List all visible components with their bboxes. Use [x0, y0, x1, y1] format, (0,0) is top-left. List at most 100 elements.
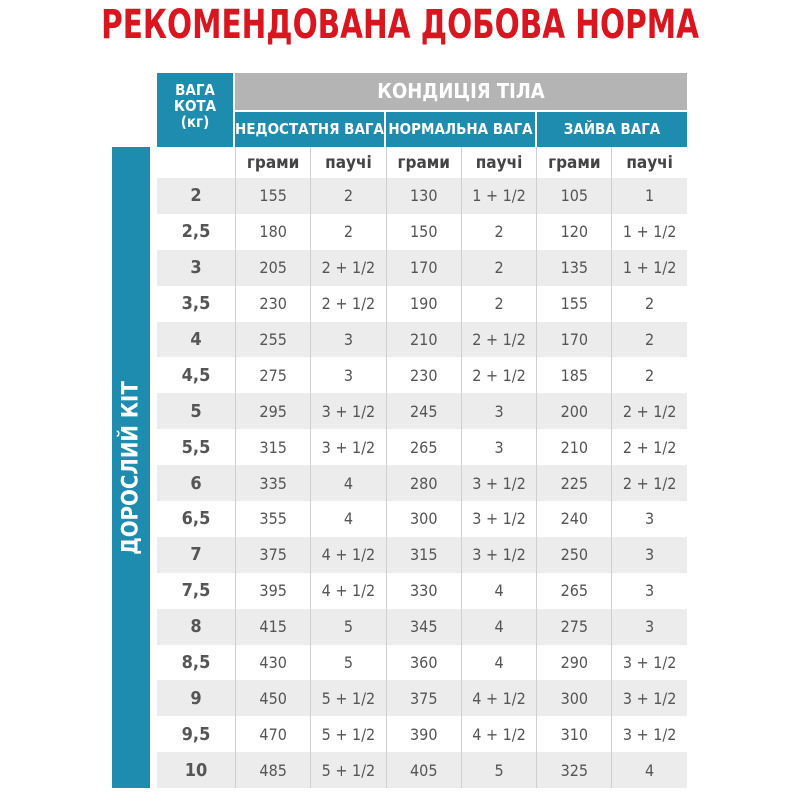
value-cell: 275 — [536, 608, 611, 645]
value-cell: 1 + 1/2 — [460, 178, 536, 214]
subheader-cell: грами — [235, 147, 310, 178]
value-cell: 170 — [385, 249, 461, 286]
weight-cell: 5 — [190, 400, 202, 422]
value-cell: 210 — [385, 321, 461, 358]
value-cell: 135 — [536, 249, 611, 286]
value-cell: 485 — [235, 752, 310, 789]
subheader-cell: грами — [385, 147, 461, 178]
value-cell: 330 — [385, 572, 461, 609]
value-cell: 4 + 1/2 — [310, 572, 385, 609]
value-cell: 255 — [235, 321, 310, 358]
weight-cell: 6 — [190, 472, 202, 494]
value-cell: 300 — [536, 680, 611, 717]
value-cell: 2 — [310, 178, 385, 214]
value-cell: 4 — [310, 501, 385, 537]
value-cell: 405 — [385, 752, 461, 789]
value-cell: 265 — [385, 429, 461, 466]
table-row: 4 255 3 210 2 + 1/2 170 2 — [157, 321, 687, 358]
feeding-table: грами паучі грами паучі грами паучі 2 155… — [157, 147, 687, 789]
value-cell: 1 + 1/2 — [611, 213, 686, 250]
value-cell: 155 — [235, 178, 310, 214]
value-cell: 105 — [536, 178, 611, 214]
table-row: 8,5 430 5 360 4 290 3 + 1/2 — [157, 644, 687, 681]
body-condition-header: КОНДИЦІЯ ТІЛА — [235, 73, 687, 110]
value-cell: 3 + 1/2 — [460, 536, 536, 573]
value-cell: 345 — [385, 608, 461, 645]
value-cell: 205 — [235, 249, 310, 286]
value-cell: 275 — [235, 357, 310, 394]
value-cell: 325 — [536, 752, 611, 789]
subheader-cell: грами — [536, 147, 611, 178]
value-cell: 3 — [611, 501, 686, 537]
value-cell: 3 + 1/2 — [611, 644, 686, 681]
weight-cell: 6,5 — [181, 508, 211, 530]
weight-cell: 4 — [190, 329, 202, 350]
weight-cell: 4,5 — [181, 364, 211, 386]
table-row: 7 375 4 + 1/2 315 3 + 1/2 250 3 — [157, 536, 687, 573]
value-cell: 360 — [385, 644, 461, 681]
value-cell: 295 — [235, 393, 310, 430]
value-cell: 2 — [460, 249, 536, 286]
value-cell: 315 — [235, 429, 310, 466]
value-cell: 3 + 1/2 — [460, 501, 536, 537]
value-cell: 3 — [460, 429, 536, 466]
value-cell: 180 — [235, 213, 310, 250]
value-cell: 2 — [460, 285, 536, 322]
value-cell: 150 — [385, 213, 461, 250]
table-row: 4,5 275 3 230 2 + 1/2 185 2 — [157, 357, 687, 394]
subheader-cell: паучі — [460, 147, 536, 178]
value-cell: 3 + 1/2 — [611, 716, 686, 753]
value-cell: 280 — [385, 465, 461, 502]
table-row: 9,5 470 5 + 1/2 390 4 + 1/2 310 3 + 1/2 — [157, 716, 687, 753]
weight-cell: 3 — [190, 257, 202, 279]
side-label-bar: ДОРОСЛИЙ КІТ — [112, 147, 150, 788]
value-cell: 430 — [235, 644, 310, 681]
table-row: 2,5 180 2 150 2 120 1 + 1/2 — [157, 213, 687, 250]
value-cell: 2 + 1/2 — [460, 357, 536, 394]
value-cell: 4 + 1/2 — [460, 680, 536, 717]
value-cell: 1 + 1/2 — [611, 249, 686, 286]
weight-cell: 5,5 — [181, 436, 211, 458]
page-title: РЕКОМЕНДОВАНА ДОБОВА НОРМА — [101, 2, 699, 48]
value-cell: 3 + 1/2 — [611, 680, 686, 717]
value-cell: 4 — [310, 465, 385, 502]
value-cell: 190 — [385, 285, 461, 322]
weight-cell: 2 — [190, 185, 202, 207]
value-cell: 1 — [611, 178, 686, 214]
value-cell: 375 — [235, 536, 310, 573]
table-row: 6 335 4 280 3 + 1/2 225 2 + 1/2 — [157, 465, 687, 502]
value-cell: 470 — [235, 716, 310, 753]
value-cell: 5 — [460, 752, 536, 789]
weight-cell: 7 — [190, 544, 202, 566]
value-cell: 5 — [310, 644, 385, 681]
value-cell: 315 — [385, 536, 461, 573]
value-cell: 2 + 1/2 — [611, 465, 686, 502]
value-cell: 355 — [235, 501, 310, 537]
table-row: 2 155 2 130 1 + 1/2 105 1 — [157, 178, 687, 214]
value-cell: 2 + 1/2 — [611, 429, 686, 466]
group-header-normal: НОРМАЛЬНА ВАГА — [386, 112, 535, 147]
value-cell: 450 — [235, 680, 310, 717]
value-cell: 5 + 1/2 — [310, 752, 385, 789]
value-cell: 4 + 1/2 — [460, 716, 536, 753]
value-cell: 4 — [460, 572, 536, 609]
weight-column-header: ВАГА КОТА (кг) — [157, 73, 233, 147]
weight-cell: 7,5 — [181, 580, 211, 602]
value-cell: 5 + 1/2 — [310, 680, 385, 717]
value-cell: 2 — [611, 285, 686, 322]
value-cell: 5 — [310, 608, 385, 645]
value-cell: 230 — [235, 285, 310, 322]
value-cell: 4 — [460, 644, 536, 681]
value-cell: 2 — [460, 213, 536, 250]
value-cell: 200 — [536, 393, 611, 430]
weight-header-line: ВАГА — [175, 81, 215, 99]
weight-cell: 8 — [190, 616, 202, 638]
value-cell: 310 — [536, 716, 611, 753]
value-cell: 3 + 1/2 — [310, 393, 385, 430]
weight-cell: 3,5 — [181, 293, 211, 315]
value-cell: 4 + 1/2 — [310, 536, 385, 573]
value-cell: 2 — [611, 357, 686, 394]
value-cell: 2 — [310, 213, 385, 250]
weight-cell: 10 — [184, 759, 208, 781]
value-cell: 130 — [385, 178, 461, 214]
